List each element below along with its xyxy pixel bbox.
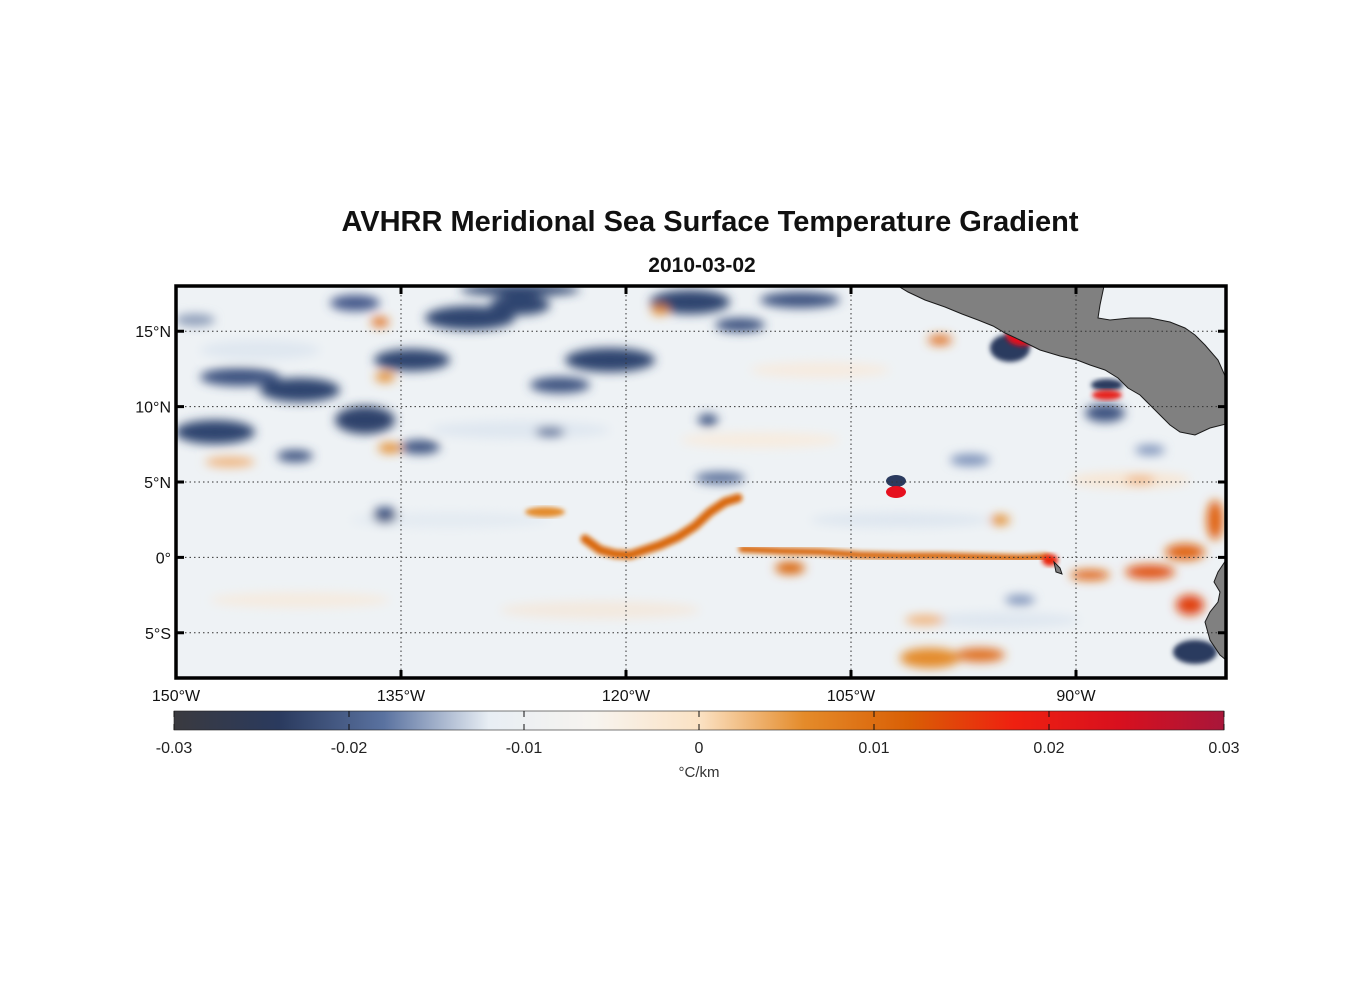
colorbar-label: -0.01 xyxy=(505,740,543,757)
colorbar-unit: °C/km xyxy=(678,764,720,781)
y-tick-label: 5°N xyxy=(144,475,171,492)
y-tick-label: 0° xyxy=(156,550,171,567)
y-tick-label: 5°S xyxy=(145,626,171,643)
land-central-america xyxy=(897,286,1226,436)
land-galapagos xyxy=(1053,560,1063,575)
map-title: AVHRR Meridional Sea Surface Temperature… xyxy=(341,206,1079,238)
x-tick-label: 120°W xyxy=(602,688,651,705)
y-tick-label: 15°N xyxy=(135,324,171,341)
longitude-ticks: 150°W 135°W 120°W 105°W 90°W xyxy=(152,286,1097,705)
colorbar-ticks xyxy=(173,711,1225,730)
colorbar-label: 0.03 xyxy=(1208,740,1240,757)
land-south-america xyxy=(1204,559,1226,661)
gradient-field xyxy=(176,286,1226,668)
x-tick-label: 150°W xyxy=(152,688,201,705)
colorbar-label: 0.01 xyxy=(858,740,890,757)
y-tick-label: 10°N xyxy=(135,400,171,417)
x-tick-label: 135°W xyxy=(377,688,426,705)
colorbar-label: -0.02 xyxy=(330,740,368,757)
x-tick-label: 90°W xyxy=(1056,688,1096,705)
colorbar-label: 0.02 xyxy=(1033,740,1065,757)
colorbar-label: 0 xyxy=(694,740,704,757)
colorbar-label: -0.03 xyxy=(155,740,193,757)
latitude-ticks: 15°N 10°N 5°N 0° 5°S xyxy=(135,324,1226,643)
map-subtitle: 2010-03-02 xyxy=(648,254,756,277)
x-tick-label: 105°W xyxy=(827,688,876,705)
